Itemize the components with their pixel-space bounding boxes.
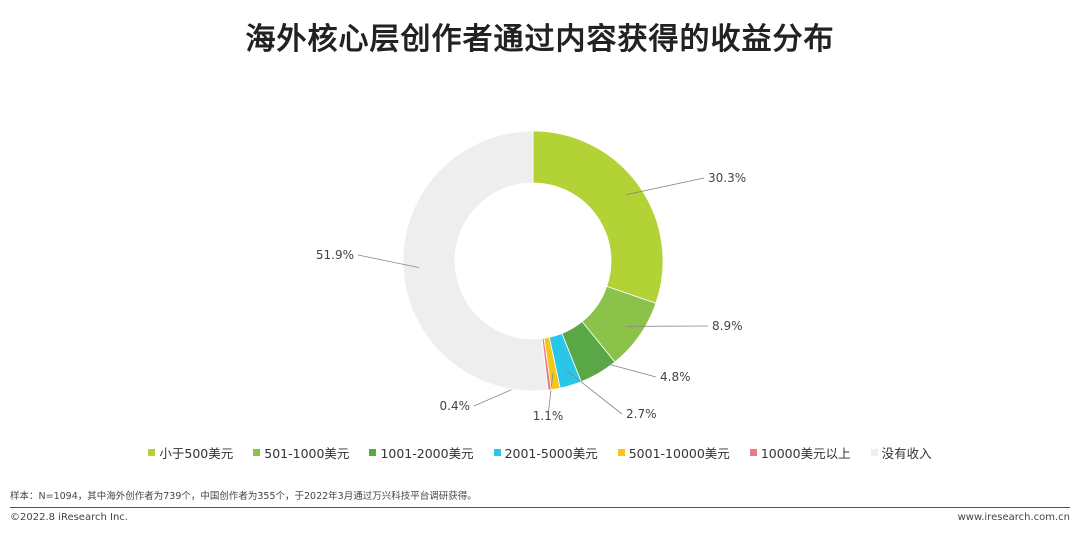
chart-title: 海外核心层创作者通过内容获得的收益分布: [245, 22, 835, 57]
legend-item: 5001-10000美元: [617, 443, 730, 462]
slice-label: 0.4%: [440, 399, 471, 413]
legend-swatch: [749, 449, 757, 456]
donut-chart: 30.3% 8.9% 4.8% 2.7% 1.1% 0.4% 51.9%: [316, 130, 746, 423]
legend-swatch: [493, 449, 501, 456]
footer-divider: [10, 507, 1070, 508]
legend-item: 501-1000美元: [253, 443, 349, 462]
leader-line: [625, 177, 705, 196]
legend-swatch: [617, 449, 625, 456]
legend-label: 没有收入: [881, 446, 932, 461]
leader-line: [357, 254, 420, 269]
donut-slice: [532, 130, 664, 304]
legend-swatch: [148, 449, 156, 456]
legend-item: 小于500美元: [148, 443, 233, 462]
legend-swatch: [369, 449, 377, 456]
legend-item: 10000美元以上: [749, 443, 851, 462]
slice-label: 8.9%: [712, 319, 743, 333]
legend-swatch: [870, 449, 878, 456]
legend-label: 1001-2000美元: [380, 446, 474, 461]
legend-label: 501-1000美元: [264, 446, 350, 461]
slice-label: 4.8%: [660, 370, 691, 384]
donut-slice: [402, 130, 549, 392]
chart-legend: 小于500美元 501-1000美元 1001-2000美元 2001-5000美元 5…: [0, 443, 1080, 462]
leader-line: [590, 358, 657, 378]
legend-item: 2001-5000美元: [493, 443, 598, 462]
legend-label: 2001-5000美元: [504, 446, 598, 461]
legend-swatch: [253, 449, 261, 456]
legend-label: 小于500美元: [159, 446, 234, 461]
slice-label: 30.3%: [708, 171, 746, 185]
legend-label: 10000美元以上: [760, 446, 851, 461]
sample-note: 样本：N=1094，其中海外创作者为739个，中国创作者为355个，于2022年…: [10, 491, 477, 502]
legend-item: 1001-2000美元: [369, 443, 474, 462]
slice-label: 1.1%: [533, 409, 564, 423]
slice-label: 2.7%: [626, 407, 657, 421]
leader-line: [565, 369, 623, 415]
legend-item: 没有收入: [870, 443, 932, 462]
leader-line: [547, 373, 554, 417]
legend-label: 5001-10000美元: [628, 446, 730, 461]
copyright: ©2022.8 iResearch Inc.: [10, 512, 128, 523]
website-url: www.iresearch.com.cn: [957, 512, 1070, 523]
slice-label: 51.9%: [316, 248, 354, 262]
